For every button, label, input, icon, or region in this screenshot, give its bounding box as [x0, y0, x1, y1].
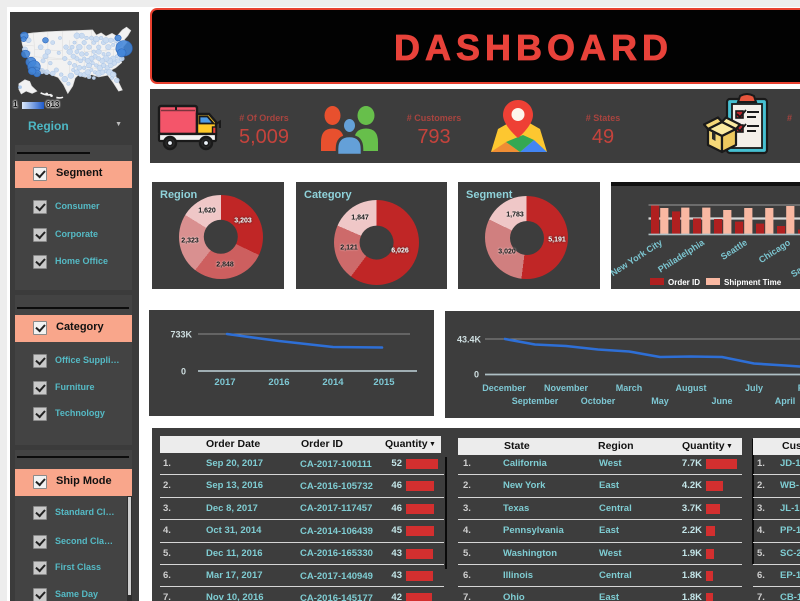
svg-text:43.4K: 43.4K	[457, 335, 482, 345]
svg-text:December: December	[482, 383, 526, 393]
svg-text:2015: 2015	[373, 377, 395, 388]
svg-text:July: July	[745, 383, 763, 393]
svg-text:March: March	[616, 383, 643, 393]
svg-text:0: 0	[474, 370, 479, 380]
svg-text:Seattle: Seattle	[719, 237, 749, 261]
svg-text:November: November	[544, 383, 589, 393]
svg-text:San Francisco: San Francisco	[789, 237, 800, 279]
svg-text:0: 0	[181, 367, 186, 377]
svg-text:October: October	[581, 396, 616, 406]
svg-text:Order ID: Order ID	[668, 278, 700, 287]
svg-text:February: February	[798, 383, 800, 393]
svg-text:May: May	[651, 396, 669, 406]
svg-text:Shipment Time: Shipment Time	[724, 278, 782, 287]
svg-text:April: April	[775, 396, 796, 406]
svg-text:Philadelphia: Philadelphia	[656, 237, 707, 275]
svg-text:733K: 733K	[170, 330, 192, 340]
svg-text:New York City: New York City	[611, 237, 664, 278]
svg-text:June: June	[711, 396, 732, 406]
svg-text:2017: 2017	[214, 377, 235, 388]
svg-text:2014: 2014	[322, 377, 344, 388]
svg-text:August: August	[676, 383, 707, 393]
svg-text:Chicago: Chicago	[757, 237, 793, 265]
svg-text:September: September	[512, 396, 559, 406]
svg-text:2016: 2016	[268, 377, 289, 388]
